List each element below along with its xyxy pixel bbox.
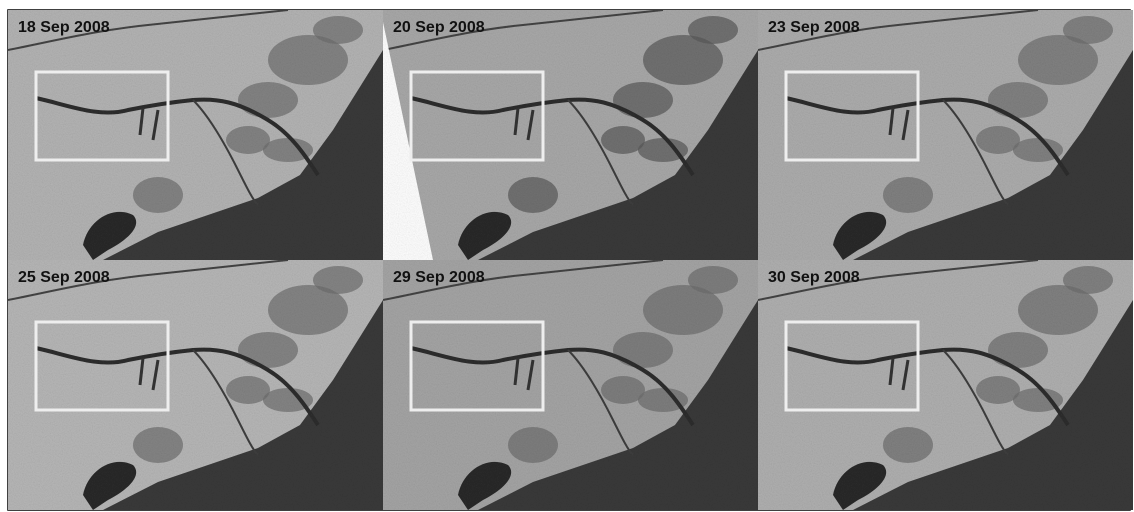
date-label: 23 Sep 2008 xyxy=(768,19,860,36)
wetland xyxy=(133,177,183,213)
wetland xyxy=(988,332,1048,368)
satellite-figure: 18 Sep 2008 20 Sep 2008 23 Sep 2008 25 Sep … xyxy=(0,0,1134,512)
wetland xyxy=(1063,16,1113,44)
image-panel: 29 Sep 2008 xyxy=(383,260,758,510)
wetland xyxy=(238,82,298,118)
wetland xyxy=(688,16,738,44)
date-label: 20 Sep 2008 xyxy=(393,19,485,36)
wetland xyxy=(613,82,673,118)
wetland xyxy=(238,332,298,368)
wetland xyxy=(1063,266,1113,294)
wetland xyxy=(883,177,933,213)
wetland xyxy=(508,427,558,463)
satellite-image xyxy=(8,10,383,260)
date-label: 25 Sep 2008 xyxy=(18,269,110,286)
satellite-image xyxy=(383,260,758,510)
wetland xyxy=(883,427,933,463)
image-panel: 23 Sep 2008 xyxy=(758,10,1133,260)
wetland xyxy=(613,332,673,368)
date-label: 29 Sep 2008 xyxy=(393,269,485,286)
image-panel: 25 Sep 2008 xyxy=(8,260,383,510)
satellite-image xyxy=(758,10,1133,260)
satellite-image xyxy=(383,10,758,260)
wetland xyxy=(133,427,183,463)
wetland xyxy=(313,16,363,44)
image-panel: 20 Sep 2008 xyxy=(383,10,758,260)
wetland xyxy=(508,177,558,213)
image-panel: 30 Sep 2008 xyxy=(758,260,1133,510)
satellite-image xyxy=(8,260,383,510)
image-panel: 18 Sep 2008 xyxy=(8,10,383,260)
wetland xyxy=(313,266,363,294)
wetland xyxy=(988,82,1048,118)
date-label: 30 Sep 2008 xyxy=(768,269,860,286)
wetland xyxy=(688,266,738,294)
date-label: 18 Sep 2008 xyxy=(18,19,110,36)
satellite-image xyxy=(758,260,1133,510)
